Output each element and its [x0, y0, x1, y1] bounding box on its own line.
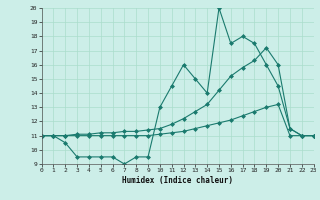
X-axis label: Humidex (Indice chaleur): Humidex (Indice chaleur) [122, 176, 233, 185]
